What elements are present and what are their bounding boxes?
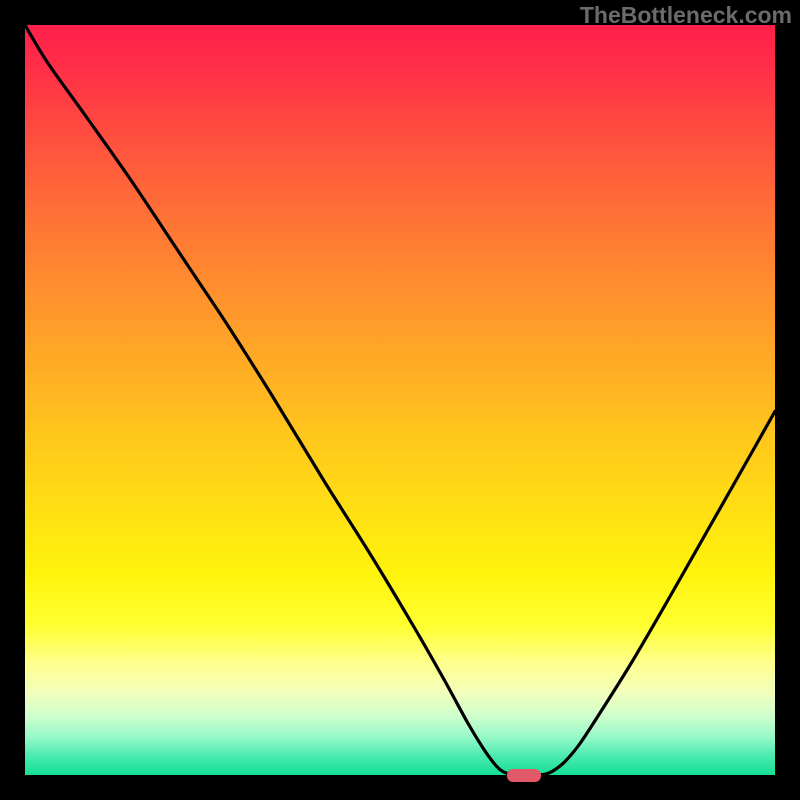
plot-area — [25, 25, 775, 775]
optimal-point-marker — [507, 769, 542, 782]
chart-canvas: TheBottleneck.com — [0, 0, 800, 800]
bottleneck-curve — [25, 25, 775, 775]
source-watermark: TheBottleneck.com — [580, 2, 792, 29]
